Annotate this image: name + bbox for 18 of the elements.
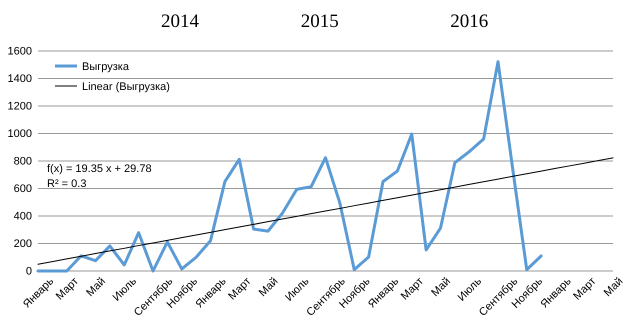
line-series: [38, 157, 614, 265]
legend-label: Linear (Выгрузка): [82, 81, 170, 93]
legend-label: Выгрузка: [82, 61, 130, 73]
text: 2015: [300, 11, 339, 32]
text: 2014: [161, 11, 200, 32]
y-tick-label: 800: [14, 156, 32, 168]
annotation: R² = 0.3: [47, 178, 86, 190]
y-tick-label: 1000: [8, 128, 32, 140]
y-tick-label: 600: [14, 183, 32, 196]
y-tick-label: 0: [26, 266, 32, 278]
y-tick-label: 1400: [8, 73, 32, 86]
annotation: f(x) = 19.35 x + 29.78: [47, 163, 152, 175]
y-tick-label: 400: [14, 210, 32, 223]
y-tick-label: 1600: [8, 46, 32, 58]
line-series: [36, 60, 543, 272]
text: 2016: [450, 11, 488, 32]
y-tick-label: 200: [14, 238, 32, 250]
y-tick-label: 1200: [8, 100, 32, 113]
